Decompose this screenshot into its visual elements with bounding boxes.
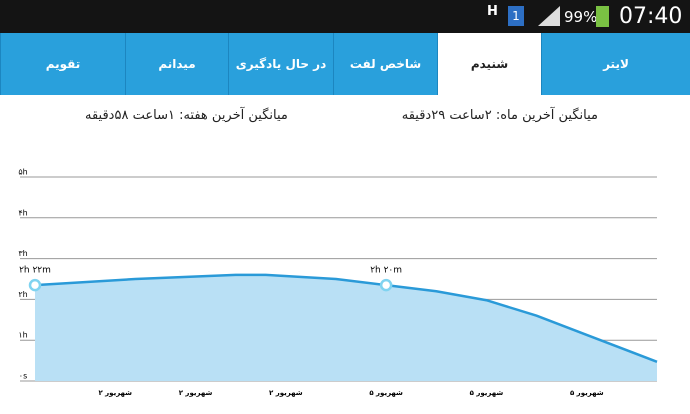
tab[interactable]: در حال یادگیری	[228, 33, 333, 95]
month-average: میانگین آخرین ماه: ۲ساعت ۲۹دقیقه	[401, 108, 598, 123]
x-tick-label: ۲ شهریور	[269, 389, 303, 397]
area	[35, 274, 657, 381]
chart: ۰s ۱h ۲h ۳h ۴h ۵h ۲ شهریور ۲ شهریور ۲ شهریور ۵ شه…	[18, 168, 658, 397]
y-tick-label: ۴h	[18, 208, 27, 217]
point-marker	[28, 278, 42, 292]
point-marker	[379, 278, 393, 292]
y-tick-label: ۲h	[18, 290, 27, 299]
y-tick-label: ۰s	[19, 372, 27, 381]
y-tick-label: ۳h	[18, 249, 27, 258]
y-tick-label: ۱h	[18, 331, 27, 340]
x-tick-label: ۵ شهریور	[470, 389, 504, 397]
tab[interactable]: لایتر	[541, 33, 690, 95]
battery-icon	[596, 6, 609, 27]
tab[interactable]: شاخص لفت	[333, 33, 437, 95]
tab[interactable]: میدانم	[125, 33, 228, 95]
tab[interactable]: شنیدم	[437, 33, 541, 95]
battery-text: 99%	[564, 8, 598, 26]
point-label: ۲h ۲۲m	[19, 266, 51, 276]
week-average: میانگین آخرین هفته: ۱ساعت ۵۸دقیقه	[85, 108, 288, 123]
clock: 07:40	[619, 4, 683, 29]
x-tick-label: ۵ شهریور	[369, 389, 403, 397]
tab-bar: لایتر شنیدم شاخص لفت در حال یادگیری میدانم تق…	[0, 33, 690, 95]
x-tick-label: ۲ شهریور	[98, 389, 132, 397]
x-tick-label: ۵ شهریور	[570, 389, 604, 397]
x-tick-label: ۲ شهریور	[179, 389, 213, 397]
sim: 1	[508, 6, 524, 26]
tab[interactable]: تقویم	[0, 33, 125, 95]
status-bar: H 1 99% 07:40	[0, 0, 690, 33]
network: H	[487, 4, 498, 19]
signal	[538, 6, 560, 26]
point-label: ۲h ۲۰m	[370, 266, 402, 276]
y-tick-label: ۵h	[18, 168, 27, 177]
